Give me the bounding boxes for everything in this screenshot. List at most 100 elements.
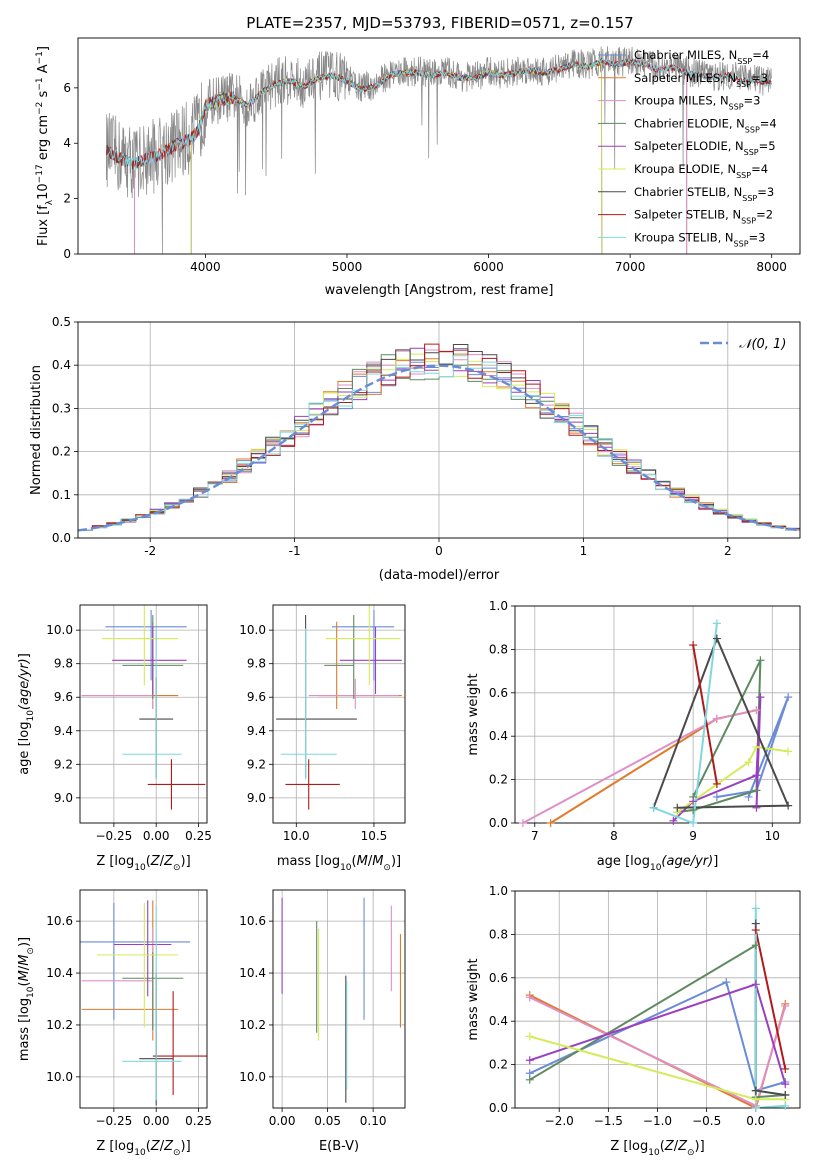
x-tick-label: 8 [610, 829, 618, 843]
weight-marker [689, 819, 698, 827]
weight-marker [712, 779, 721, 788]
x-tick-label: 8000 [756, 260, 787, 274]
weight-marker [689, 797, 698, 806]
plot-area [276, 605, 402, 810]
x-tick-label: 6000 [473, 260, 504, 274]
legend-entry: Chabrier STELIB, NSSP=3 [634, 185, 774, 203]
x-tick-label: 5000 [332, 260, 363, 274]
weight-marker [712, 619, 721, 628]
weight-marker [751, 1104, 760, 1112]
y-tick-label: 0.2 [489, 1058, 508, 1072]
axes-frame [514, 605, 801, 824]
y-tick-label: 0.1 [52, 488, 71, 502]
panel-age-vs-mass: 10.0 10.5 9.0 9.2 9.4 9.6 9.8 10.0 mass [log10(M… [239, 604, 406, 873]
y-axis-label: age [log10(age/yr)] [17, 653, 36, 775]
model-line-salpeter-elodie [190, 59, 603, 254]
x-tick-label: −0.5 [692, 1114, 721, 1128]
x-tick-label: 0.0 [746, 1114, 765, 1128]
y-tick-label: 10.2 [239, 1018, 266, 1032]
weight-marker [781, 1002, 790, 1011]
x-axis-label: age [log10(age/yr)] [597, 854, 719, 873]
y-tick-label: 9.4 [54, 724, 73, 738]
panel-mass-vs-metallicity: −0.25 0.00 0.25 10.0 10.2 10.4 10.6 Z [log10(Z/… [17, 889, 212, 1158]
y-tick-label: 10.2 [46, 1018, 73, 1032]
axes-frame [272, 889, 406, 1109]
weight-marker [752, 771, 761, 780]
weight-marker [781, 1080, 790, 1089]
weight-marker [712, 714, 721, 723]
model-line-kroupa-stelib [105, 58, 772, 171]
y-tick-label: 1.0 [489, 884, 508, 898]
y-axis-label: mass [log10(M/M⊙)] [17, 937, 36, 1061]
x-axis-label: E(B-V) [319, 1139, 359, 1154]
axes-frame [77, 321, 801, 539]
weight-marker [751, 926, 760, 935]
y-tick-label: 0.0 [52, 531, 71, 545]
weight-marker [756, 656, 765, 665]
axes-frame [79, 604, 208, 824]
y-tick-label: 9.2 [54, 757, 73, 771]
x-axis-label: (data-model)/error [379, 568, 500, 583]
weight-line-chabrier-stelib [652, 635, 790, 809]
x-axis-label: wavelength [Angstrom, rest frame] [325, 283, 554, 298]
y-tick-label: 4 [63, 136, 71, 150]
y-axis-label: mass weight [466, 673, 481, 755]
y-tick-label: 10.0 [46, 623, 73, 637]
x-tick-label: 1 [580, 544, 588, 558]
weight-marker [756, 693, 765, 702]
weight-line-chabrier-miles [716, 696, 790, 798]
x-tick-label: 0 [435, 544, 443, 558]
weight-marker [525, 1056, 534, 1065]
y-tick-label: 0.6 [489, 686, 508, 700]
spectrum-data-line [105, 46, 772, 254]
axes-frame [272, 604, 406, 824]
gaussian-curve [78, 364, 800, 532]
x-tick-label: 0.00 [143, 829, 170, 843]
weight-marker [712, 792, 721, 801]
weight-marker [781, 1090, 790, 1099]
x-axis-label: Z [log10(Z/Z⊙)] [96, 854, 190, 873]
y-tick-label: 9.4 [247, 724, 266, 738]
y-tick-label: 9.8 [247, 657, 266, 671]
axes-frame [514, 890, 801, 1109]
y-tick-label: 0.8 [489, 642, 508, 656]
weight-marker [751, 941, 760, 950]
panel-mass-vs-extinction: 0.00 0.05 0.10 10.0 10.2 10.4 10.6 E(B-V) [239, 889, 406, 1154]
x-tick-label: 7 [531, 829, 539, 843]
x-tick-label: 0.00 [143, 1114, 170, 1128]
x-tick-label: 10.5 [361, 829, 388, 843]
weight-marker [752, 786, 761, 795]
y-tick-label: 2 [63, 192, 71, 206]
weight-marker [525, 1075, 534, 1084]
y-tick-label: 0.5 [52, 315, 71, 329]
x-tick-label: -1 [289, 544, 301, 558]
y-tick-label: 10.4 [46, 966, 73, 980]
legend-entry: Salpeter ELODIE, NSSP=5 [634, 139, 776, 157]
legend-entry: 𝒩(0, 1) [739, 337, 786, 352]
weight-line-kroupa-elodie [676, 745, 789, 813]
weight-marker [752, 803, 761, 812]
y-tick-label: 0.2 [52, 445, 71, 459]
panel-age-vs-metallicity: −0.25 0.00 0.25 9.0 9.2 9.4 9.6 9.8 10.0 Z [log10… [17, 604, 212, 873]
x-tick-label: -2 [144, 544, 156, 558]
legend-entry: Kroupa MILES, NSSP=3 [634, 94, 760, 112]
y-tick-label: 0 [63, 247, 71, 261]
weight-marker [752, 706, 761, 715]
model-line-chabrier-elodie [190, 59, 603, 254]
legend-entry: Salpeter MILES, NSSP=3 [634, 71, 768, 89]
x-tick-label: 0.10 [360, 1114, 387, 1128]
y-tick-label: 0.0 [489, 816, 508, 830]
x-tick-label: 9 [689, 829, 697, 843]
legend-entry: Kroupa ELODIE, NSSP=4 [634, 162, 768, 180]
x-tick-label: −0.25 [95, 1114, 132, 1128]
x-axis-label: Z [log10(Z/Z⊙)] [96, 1139, 190, 1158]
plot-area [281, 897, 401, 1103]
y-tick-label: 1.0 [489, 599, 508, 613]
weight-marker [722, 978, 731, 987]
y-axis-label: mass weight [466, 958, 481, 1040]
x-tick-label: 0.00 [269, 1114, 296, 1128]
panel-weight-vs-metallicity: −2.0 −1.5 −1.0 −0.5 0.0 0.0 0.2 0.4 0.6 0.8 1.0 mas… [466, 884, 801, 1158]
y-tick-label: 0.2 [489, 773, 508, 787]
weight-line-salpeter-stelib [692, 644, 718, 785]
weight-marker [744, 792, 753, 801]
